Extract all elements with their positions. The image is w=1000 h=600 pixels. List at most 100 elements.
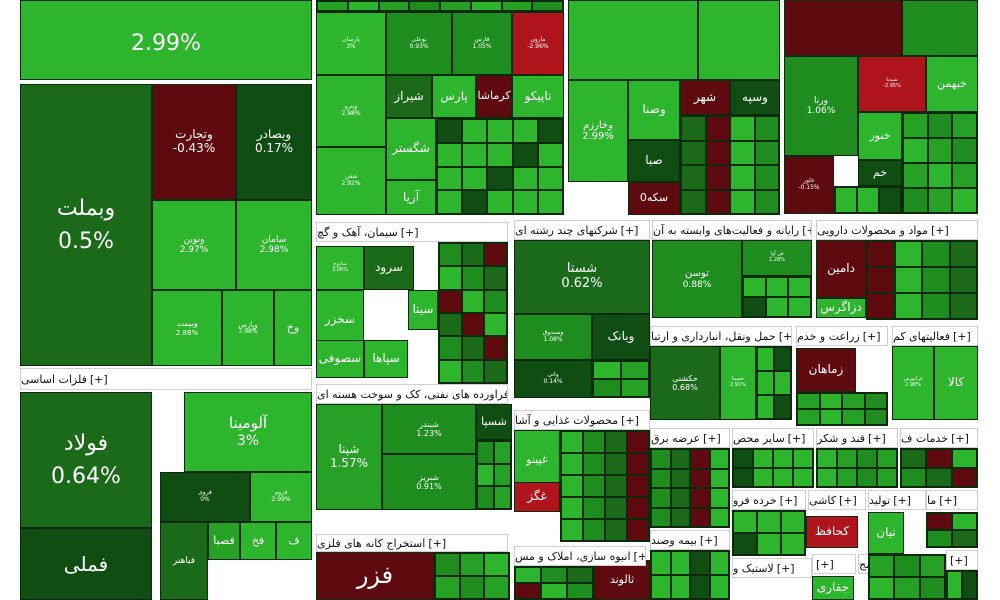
mini-tile[interactable] xyxy=(477,463,494,487)
tile-t50[interactable]: سیتا xyxy=(408,290,438,330)
constituent-mosaic[interactable] xyxy=(926,512,978,548)
mini-tile[interactable] xyxy=(437,142,463,167)
sector-header-lastik[interactable]: [+] لاستیک و xyxy=(732,558,812,578)
mini-tile[interactable] xyxy=(835,187,857,213)
sector-header-naft[interactable]: [+]فراورده های نفتی، کک و سوخت هسته ای xyxy=(316,384,508,404)
mini-tile[interactable] xyxy=(952,138,977,163)
mini-tile[interactable] xyxy=(753,468,773,487)
tile-t12[interactable]: آلومینا 3% xyxy=(184,392,312,472)
mini-tile[interactable] xyxy=(670,488,690,508)
mini-tile[interactable] xyxy=(690,551,710,575)
mini-tile[interactable] xyxy=(927,513,952,530)
mini-tile[interactable] xyxy=(733,511,757,533)
mini-tile[interactable] xyxy=(819,393,842,409)
sector-expand-button[interactable]: [+] xyxy=(778,329,792,343)
mini-tile[interactable] xyxy=(919,555,945,577)
tile-t38[interactable]: سکه0 xyxy=(628,182,680,215)
mini-tile[interactable] xyxy=(774,347,791,371)
mini-tile[interactable] xyxy=(670,468,690,488)
mini-tile[interactable] xyxy=(621,361,649,379)
mini-tile[interactable] xyxy=(730,189,755,214)
mini-tile[interactable] xyxy=(709,507,729,527)
mini-tile[interactable] xyxy=(922,241,950,267)
tile-t73[interactable]: ثالوند xyxy=(594,560,650,600)
mini-tile[interactable] xyxy=(461,266,485,290)
mini-tile[interactable] xyxy=(690,488,710,508)
tile-t60[interactable]: دزاگرس xyxy=(816,298,866,318)
mini-tile[interactable] xyxy=(864,393,887,409)
mini-tile[interactable] xyxy=(593,379,621,397)
mini-tile[interactable] xyxy=(487,142,513,167)
mini-tile[interactable] xyxy=(627,431,649,453)
mini-tile[interactable] xyxy=(837,449,857,468)
mini-tile[interactable] xyxy=(774,395,791,419)
mini-tile[interactable] xyxy=(705,140,730,165)
mini-tile[interactable] xyxy=(515,567,541,583)
mini-tile[interactable] xyxy=(439,313,462,337)
sector-header-khadamat[interactable]: [+] خدمات ف xyxy=(900,428,978,448)
mini-tile[interactable] xyxy=(605,453,627,475)
sector-expand-button[interactable]: [+] xyxy=(838,493,857,507)
mini-tile[interactable] xyxy=(459,576,485,599)
mini-tile[interactable] xyxy=(705,165,730,190)
tile-t68[interactable]: حسینا 2.91% xyxy=(720,346,756,420)
mini-tile[interactable] xyxy=(561,519,583,541)
tile-t25[interactable]: کرماشا xyxy=(476,75,512,118)
constituent-mosaic[interactable] xyxy=(476,440,512,510)
mini-tile[interactable] xyxy=(951,468,977,487)
sector-expand-button[interactable]: [+] xyxy=(802,223,811,237)
mini-tile[interactable] xyxy=(487,119,513,143)
mini-tile[interactable] xyxy=(670,575,690,599)
mini-tile[interactable] xyxy=(709,488,729,508)
mini-tile[interactable] xyxy=(681,116,706,141)
mini-tile[interactable] xyxy=(949,241,977,267)
sector-header-daroo[interactable]: [+] مواد و محصولات دارویی xyxy=(816,220,978,240)
mini-tile[interactable] xyxy=(894,241,922,267)
sector-header-zeraat[interactable]: [+] زراعت و خدم xyxy=(796,326,888,346)
mini-tile[interactable] xyxy=(627,475,649,497)
mini-tile[interactable] xyxy=(781,533,805,555)
sector-header-khorde[interactable]: [+] خرده فرو xyxy=(732,490,806,510)
mini-tile[interactable] xyxy=(462,166,488,191)
mini-tile[interactable] xyxy=(733,533,757,555)
mini-tile[interactable] xyxy=(627,519,649,541)
mini-tile[interactable] xyxy=(952,113,977,138)
constituent-mosaic[interactable] xyxy=(514,566,594,600)
constituent-mosaic[interactable] xyxy=(866,240,978,320)
mini-tile[interactable] xyxy=(709,449,729,469)
mini-tile[interactable] xyxy=(462,190,488,214)
mini-tile[interactable] xyxy=(439,289,462,313)
mini-tile[interactable] xyxy=(484,359,507,383)
mini-tile[interactable] xyxy=(605,475,627,497)
mini-tile[interactable] xyxy=(837,468,857,487)
tile-t18[interactable]: ف xyxy=(276,522,312,560)
tile-t65[interactable]: غپینو xyxy=(514,430,560,490)
mini-tile[interactable] xyxy=(817,468,837,487)
mini-tile[interactable] xyxy=(927,530,952,547)
sector-header-kashi[interactable]: [+] کاشی xyxy=(808,490,866,510)
tile-t22[interactable]: مارون -2.96% xyxy=(512,12,564,75)
mini-tile[interactable] xyxy=(743,277,766,297)
constituent-mosaic[interactable] xyxy=(742,276,812,318)
mini-tile[interactable] xyxy=(621,379,649,397)
mini-tile[interactable] xyxy=(605,431,627,453)
tile-t56[interactable]: واتی 0.14% xyxy=(514,360,592,398)
mini-tile[interactable] xyxy=(788,297,811,317)
sector-expand-button[interactable]: [+] xyxy=(621,413,639,427)
mini-tile[interactable] xyxy=(561,475,583,497)
sector-expand-button[interactable]: [+] xyxy=(950,553,968,567)
mini-tile[interactable] xyxy=(754,140,779,165)
mini-tile[interactable] xyxy=(922,293,950,319)
mini-tile[interactable] xyxy=(877,449,897,468)
sector-header-s4[interactable]: [+] xyxy=(946,550,978,570)
mini-tile[interactable] xyxy=(437,119,463,143)
mini-tile[interactable] xyxy=(709,468,729,488)
mini-tile[interactable] xyxy=(378,1,410,11)
mini-tile[interactable] xyxy=(487,166,513,191)
mini-tile[interactable] xyxy=(757,533,781,555)
mini-tile[interactable] xyxy=(781,511,805,533)
mini-tile[interactable] xyxy=(962,571,977,599)
sector-expand-button[interactable]: [+] xyxy=(779,493,798,507)
sector-expand-button[interactable]: [+] xyxy=(787,431,806,445)
mini-tile[interactable] xyxy=(512,119,538,143)
